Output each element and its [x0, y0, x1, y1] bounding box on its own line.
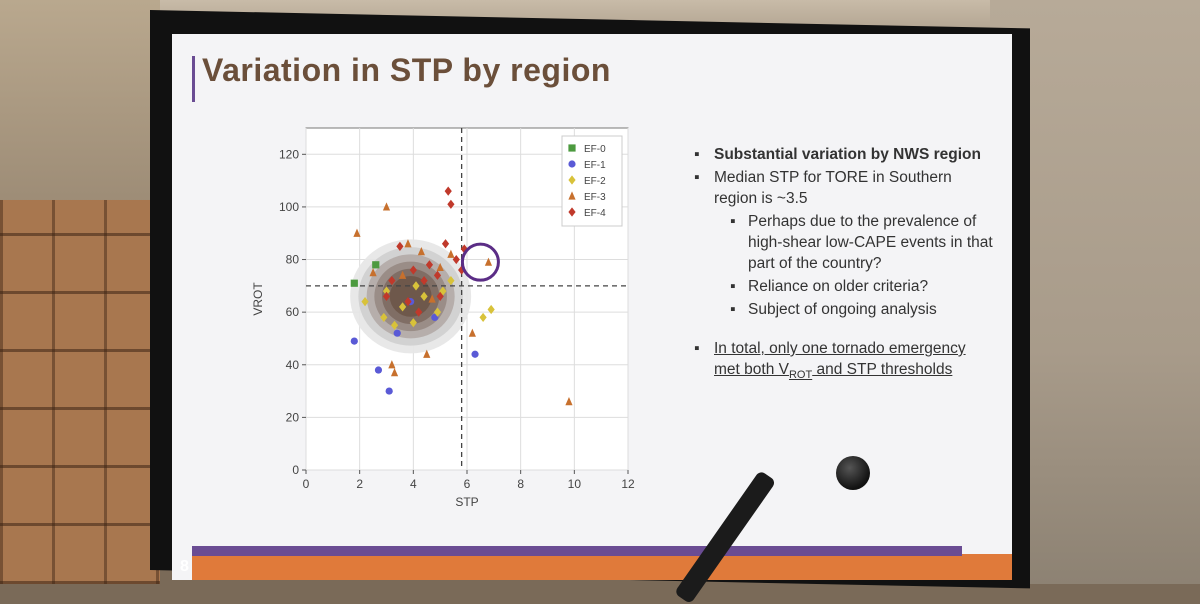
legend-label: EF-0 [584, 144, 606, 155]
data-point-ef-3 [565, 397, 573, 406]
y-tick-label: 120 [279, 147, 299, 161]
data-point-ef-3 [468, 328, 476, 337]
slide-footer: 8 [172, 534, 1012, 580]
data-point-ef-1 [471, 350, 479, 358]
y-tick-label: 60 [286, 305, 300, 319]
bullet-list: Substantial variation by NWS region Medi… [694, 144, 994, 388]
scatter-chart: 0 2 4 6 8 10 12 0 20 40 60 80 100 120 STP VROT EF-0 EF-1 E… [238, 118, 638, 518]
footer-purple-band [192, 546, 962, 556]
data-point-ef-1 [350, 337, 358, 345]
data-point-ef-4 [444, 186, 452, 196]
legend-marker-ef-2 [568, 175, 576, 185]
x-tick-label: 10 [568, 477, 582, 491]
data-point-ef-3 [404, 239, 412, 248]
slide-title: Variation in STP by region [202, 52, 611, 88]
legend-label: EF-4 [584, 208, 606, 219]
data-point-ef-3 [484, 257, 493, 266]
x-tick-label: 0 [303, 477, 310, 491]
highlight-circle [460, 242, 500, 282]
bullet-item: Substantial variation by NWS region [694, 144, 994, 165]
legend-label: EF-3 [584, 192, 606, 203]
bullet-item: Median STP for TORE in Southern region i… [694, 167, 994, 209]
y-tick-label: 20 [286, 410, 300, 424]
data-point-ef-3 [369, 268, 377, 277]
data-point-ef-3 [353, 228, 361, 237]
x-axis-label: STP [455, 495, 478, 509]
page-number: 8 [180, 558, 189, 575]
data-point-ef-1 [374, 366, 383, 374]
data-point-ef-3 [428, 294, 436, 303]
final-bullet-suffix: and STP thresholds [812, 361, 953, 378]
y-tick-label: 100 [279, 200, 299, 214]
legend-marker-ef-0 [568, 144, 576, 152]
microphone-head [836, 456, 870, 490]
footer-orange-band [192, 554, 1012, 580]
projected-slide: Variation in STP by region 0 2 4 6 8 10 12 0 20 4… [172, 34, 1012, 580]
data-point-ef-3 [382, 202, 391, 211]
final-bullet-subscript: ROT [788, 369, 813, 382]
sub-bullet-item: Perhaps due to the prevalence of high-sh… [730, 211, 994, 274]
data-point-ef-1 [393, 329, 401, 337]
data-point-ef-1 [385, 387, 393, 395]
data-point-ef-3 [436, 262, 444, 272]
data-point-ef-3 [423, 349, 431, 358]
y-tick-label: 0 [292, 463, 299, 477]
chart-svg: 0 2 4 6 8 10 12020406080100120STPVROTEF-0EF-1E… [251, 127, 635, 509]
final-bullet: In total, only one tornado emergency met… [694, 338, 994, 386]
x-tick-label: 12 [621, 477, 635, 491]
data-point-ef-4 [452, 254, 460, 265]
data-point-ef-0 [372, 261, 380, 269]
brick-wall [0, 200, 160, 584]
sub-bullet-item: Subject of ongoing analysis [730, 299, 994, 320]
data-point-ef-3 [388, 360, 396, 369]
data-point-ef-0 [350, 279, 358, 287]
data-point-ef-4 [382, 291, 391, 301]
title-accent-bar [192, 56, 195, 102]
data-point-ef-2 [382, 286, 391, 296]
final-bullet-prefix: In total, only one tornado emergency met… [714, 340, 966, 378]
data-point-ef-3 [390, 368, 399, 377]
data-point-ef-3 [447, 249, 455, 258]
legend-label: EF-2 [584, 176, 606, 187]
y-axis-label: VROT [251, 282, 265, 316]
data-point-ef-3 [417, 247, 425, 256]
legend-marker-ef-1 [568, 160, 576, 168]
legend-label: EF-1 [584, 160, 606, 171]
x-tick-label: 4 [410, 477, 417, 491]
x-tick-label: 8 [517, 477, 524, 491]
y-tick-label: 40 [286, 358, 300, 372]
y-tick-label: 80 [286, 253, 300, 267]
data-point-ef-3 [399, 270, 407, 279]
data-point-ef-4 [441, 239, 450, 249]
data-point-ef-4 [433, 270, 442, 280]
x-tick-label: 2 [356, 477, 363, 491]
x-tick-label: 6 [464, 477, 471, 491]
sub-bullet-item: Reliance on older criteria? [730, 276, 994, 297]
legend-marker-ef-3 [568, 191, 576, 200]
legend-marker-ef-4 [568, 207, 576, 217]
